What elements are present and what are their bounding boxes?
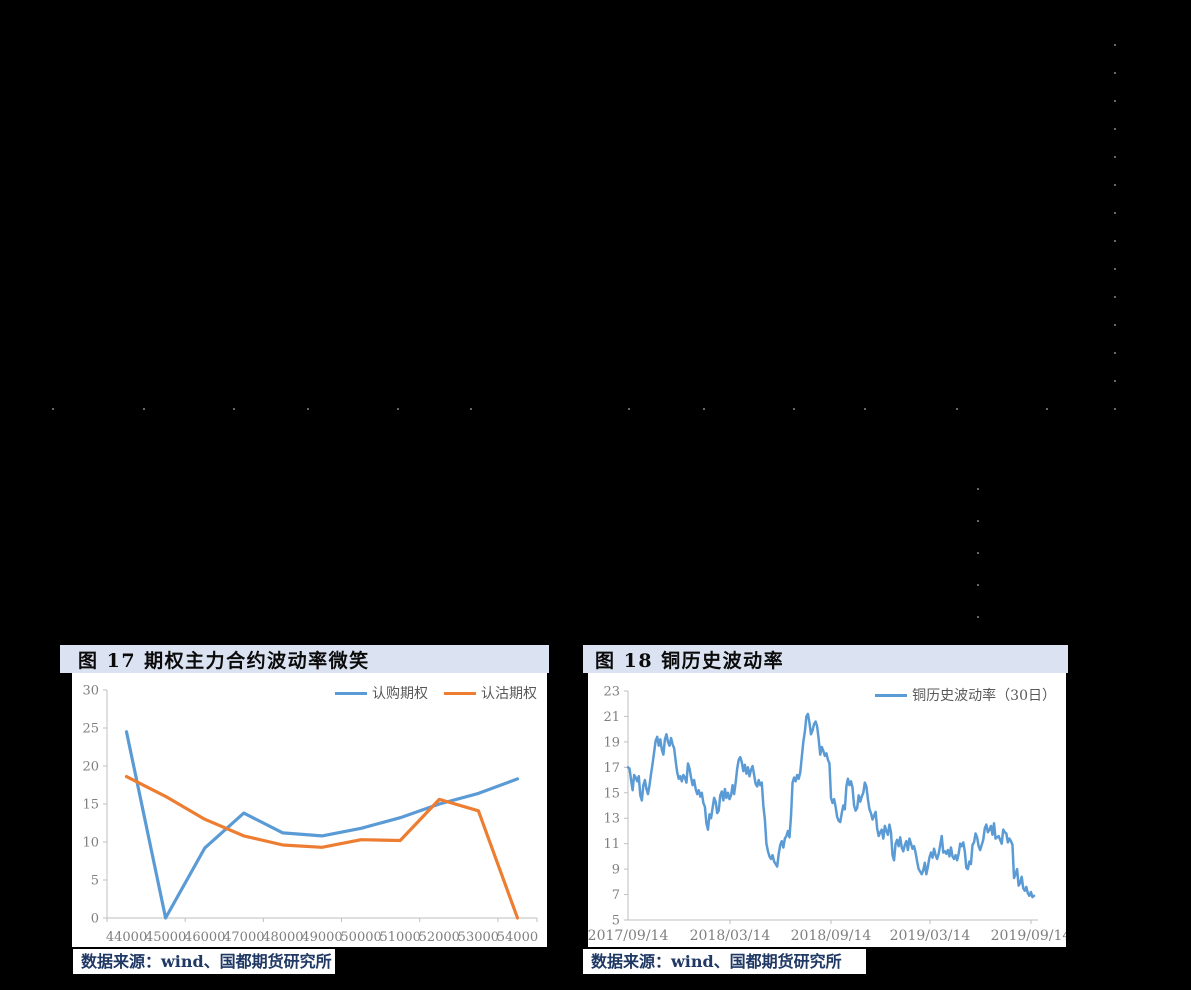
y-axis-tick-label: 30 bbox=[82, 684, 99, 699]
y-axis-tick-label: 5 bbox=[91, 874, 99, 889]
faint-dot bbox=[977, 488, 979, 490]
y-axis-tick-label: 19 bbox=[603, 735, 620, 750]
y-axis-tick-label: 15 bbox=[82, 798, 99, 813]
x-axis-tick-label: 46000 bbox=[184, 930, 225, 945]
legend-item-put-option: 认沽期权 bbox=[444, 683, 537, 703]
y-axis-tick-label: 0 bbox=[91, 912, 99, 927]
y-axis-tick-label: 11 bbox=[603, 837, 620, 852]
x-axis-tick-label: 54000 bbox=[497, 930, 538, 945]
x-axis-date-label: 2019/03/14 bbox=[890, 928, 971, 944]
faint-dot bbox=[1114, 380, 1116, 382]
faint-dot bbox=[703, 408, 705, 410]
x-axis-date-label: 2018/09/14 bbox=[791, 928, 872, 944]
x-axis-date-label: 2018/03/14 bbox=[690, 928, 771, 944]
faint-dot bbox=[1114, 212, 1116, 214]
legend-item-copper-volatility: 铜历史波动率（30日） bbox=[875, 685, 1056, 705]
faint-dot bbox=[1114, 184, 1116, 186]
put-option-line-swatch bbox=[444, 691, 476, 695]
x-axis-tick-label: 51000 bbox=[380, 930, 421, 945]
faint-dot bbox=[628, 408, 630, 410]
faint-dot bbox=[956, 408, 958, 410]
y-axis-tick-label: 10 bbox=[82, 836, 99, 851]
figure-18-chart: 5 7 9 11 13 15 17 19 21 23 2017/09/14 2018/03/14 201… bbox=[588, 673, 1066, 947]
figure-18-title: 图 18 铜历史波动率 bbox=[595, 649, 785, 672]
x-axis-tick-label: 49000 bbox=[301, 930, 342, 945]
x-axis-date-label: 2017/09/14 bbox=[588, 928, 668, 944]
x-axis-tick-label: 47000 bbox=[223, 930, 264, 945]
figure-17-legend: 认购期权 认沽期权 bbox=[335, 683, 537, 703]
y-axis-tick-label: 17 bbox=[603, 761, 620, 776]
y-axis-tick-label: 5 bbox=[612, 914, 620, 929]
y-axis-tick-label: 23 bbox=[603, 685, 620, 700]
faint-dot bbox=[793, 408, 795, 410]
faint-dot bbox=[52, 408, 54, 410]
figure-17-header: 图 17 期权主力合约波动率微笑 bbox=[60, 645, 549, 673]
figure-18-header: 图 18 铜历史波动率 bbox=[583, 645, 1068, 673]
faint-dot bbox=[233, 408, 235, 410]
figure-18-legend: 铜历史波动率（30日） bbox=[875, 685, 1056, 705]
faint-dot bbox=[307, 408, 309, 410]
x-axis-tick-label: 48000 bbox=[262, 930, 303, 945]
faint-dot bbox=[1114, 72, 1116, 74]
legend-label: 铜历史波动率（30日） bbox=[912, 688, 1056, 704]
faint-dot bbox=[1046, 408, 1048, 410]
volatility-smile-chart: 0 5 10 15 20 25 30 4400045000460004700048000490… bbox=[82, 684, 538, 946]
x-axis-tick-label: 53000 bbox=[458, 930, 499, 945]
x-axis-tick-label: 52000 bbox=[419, 930, 460, 945]
x-axis-date-label: 2019/09/14 bbox=[991, 928, 1066, 944]
faint-dot bbox=[977, 616, 979, 618]
faint-dot bbox=[397, 408, 399, 410]
faint-dot bbox=[1114, 240, 1116, 242]
series-line-0 bbox=[626, 712, 1036, 899]
y-axis-tick-label: 15 bbox=[603, 786, 620, 801]
faint-dot bbox=[143, 408, 145, 410]
faint-dot bbox=[470, 408, 472, 410]
figure-17-chart: 0 5 10 15 20 25 30 44000 45000 46000 47000 48000 490… bbox=[72, 673, 547, 947]
x-axis-tick-label: 45000 bbox=[145, 930, 186, 945]
series-line-1 bbox=[124, 774, 520, 920]
y-axis-tick-label: 9 bbox=[612, 863, 620, 878]
faint-dot bbox=[977, 584, 979, 586]
series-line-0 bbox=[124, 730, 520, 920]
faint-dot bbox=[1114, 156, 1116, 158]
figure-17-data-source: 数据来源：wind、国都期货研究所 bbox=[73, 949, 335, 974]
faint-dot bbox=[1114, 352, 1116, 354]
figure-18-data-source: 数据来源：wind、国都期货研究所 bbox=[583, 949, 866, 974]
x-axis-tick-label: 50000 bbox=[340, 930, 381, 945]
faint-dot bbox=[1114, 268, 1116, 270]
y-axis-tick-label: 25 bbox=[82, 722, 99, 737]
figure-17-title: 图 17 期权主力合约波动率微笑 bbox=[78, 649, 370, 672]
faint-dot bbox=[1114, 408, 1116, 410]
legend-item-call-option: 认购期权 bbox=[335, 683, 428, 703]
faint-dot bbox=[1114, 324, 1116, 326]
legend-label: 认购期权 bbox=[372, 686, 428, 702]
faint-dot bbox=[1114, 44, 1116, 46]
y-axis-tick-label: 21 bbox=[603, 710, 620, 725]
faint-dot bbox=[1114, 296, 1116, 298]
copper-volatility-line-swatch bbox=[875, 693, 908, 697]
faint-dot bbox=[1114, 100, 1116, 102]
faint-dot bbox=[977, 552, 979, 554]
faint-dot bbox=[977, 520, 979, 522]
call-option-line-swatch bbox=[335, 691, 367, 695]
copper-volatility-chart: 5 7 9 11 13 15 17 19 21 23 2017/09/14 2018/03/14 201… bbox=[588, 685, 1066, 945]
y-axis-tick-label: 13 bbox=[603, 812, 620, 827]
x-axis-tick-label: 44000 bbox=[106, 930, 147, 945]
faint-dot bbox=[1114, 128, 1116, 130]
y-axis-tick-label: 7 bbox=[612, 888, 620, 903]
faint-dot bbox=[864, 408, 866, 410]
legend-label: 认沽期权 bbox=[481, 686, 537, 702]
y-axis-tick-label: 20 bbox=[82, 760, 99, 775]
